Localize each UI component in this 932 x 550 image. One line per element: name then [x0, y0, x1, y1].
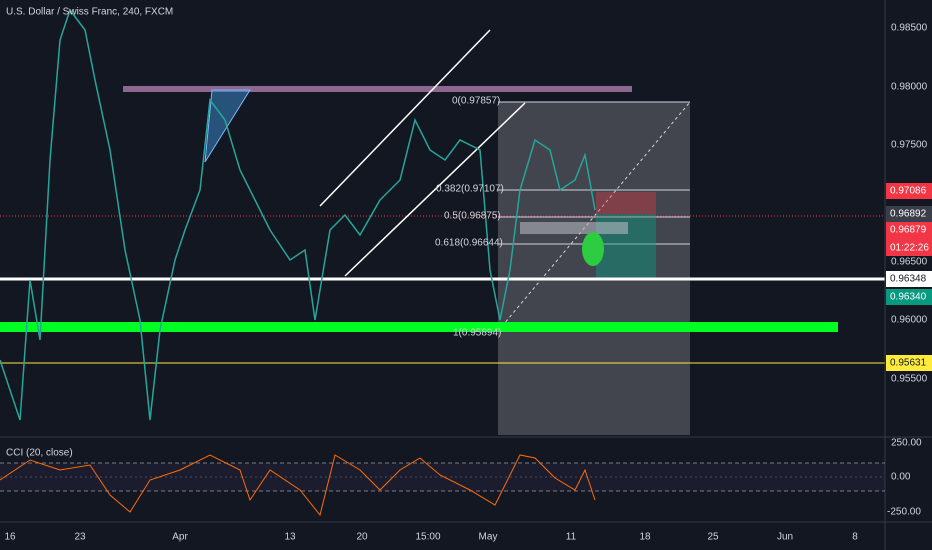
- price-label: 0.98500: [891, 23, 928, 34]
- time-label: 11: [566, 532, 577, 543]
- price-series: [0, 8, 596, 421]
- symbol-title: U.S. Dollar / Swiss Franc, 240, FXCM: [6, 7, 173, 18]
- time-label: 8: [852, 532, 858, 543]
- time-label: 20: [356, 532, 368, 543]
- price-label: 0.96500: [891, 257, 928, 268]
- fib-trend: [497, 101, 691, 332]
- time-label: Jun: [777, 532, 793, 543]
- fib-label: 0.618(0.96644): [435, 238, 503, 249]
- cci-label: 0.00: [891, 472, 911, 483]
- tag-bg: [886, 222, 932, 256]
- fib-box: [498, 102, 690, 435]
- highlight: [582, 232, 604, 266]
- countdown: 01:22:26: [890, 243, 929, 254]
- fib-label: 0.5(0.96875): [444, 211, 501, 222]
- time-label: Apr: [172, 532, 188, 543]
- tag-bg: [886, 289, 932, 305]
- fib-label: 0.382(0.97107): [436, 184, 504, 195]
- time-label: 13: [284, 532, 296, 543]
- tag-bg: [886, 271, 932, 287]
- cci-label: 250.00: [891, 438, 922, 449]
- channel: [319, 29, 526, 277]
- time-label: 23: [74, 532, 86, 543]
- time-label: May: [479, 532, 498, 543]
- price-tag: 0.96879: [890, 225, 927, 236]
- tag-bg: [886, 183, 932, 199]
- fib-label: 1(0.95894): [453, 328, 501, 339]
- cci-band: [0, 463, 885, 491]
- time-label: 15:00: [415, 532, 440, 543]
- cci-bounds: [0, 462, 885, 492]
- time-label: 25: [707, 532, 719, 543]
- fib-label: 0(0.97857): [452, 96, 500, 107]
- indicator-title: CCI (20, close): [6, 448, 73, 459]
- price-label: 0.96000: [891, 315, 928, 326]
- resistance-zone: [123, 86, 632, 92]
- price-tag: 0.96892: [890, 209, 927, 220]
- price-tag: 0.96348: [890, 274, 927, 285]
- tag-bg: [886, 355, 932, 371]
- support-zone: [0, 322, 838, 332]
- price-label: 0.98000: [891, 82, 928, 93]
- entry-rect: [520, 222, 628, 234]
- price-tag: 0.97086: [890, 186, 927, 197]
- cci-series: [0, 454, 596, 517]
- price-label: 0.97500: [891, 140, 928, 151]
- tag-bg: [886, 206, 932, 222]
- price-label: 0.95500: [891, 374, 928, 385]
- stop-zone: [596, 192, 656, 214]
- price-tag: 0.95631: [890, 358, 927, 369]
- price-tag: 0.96340: [890, 292, 927, 303]
- cci-label: -250.00: [887, 507, 921, 518]
- time-label: 16: [4, 532, 16, 543]
- time-label: 18: [639, 532, 651, 543]
